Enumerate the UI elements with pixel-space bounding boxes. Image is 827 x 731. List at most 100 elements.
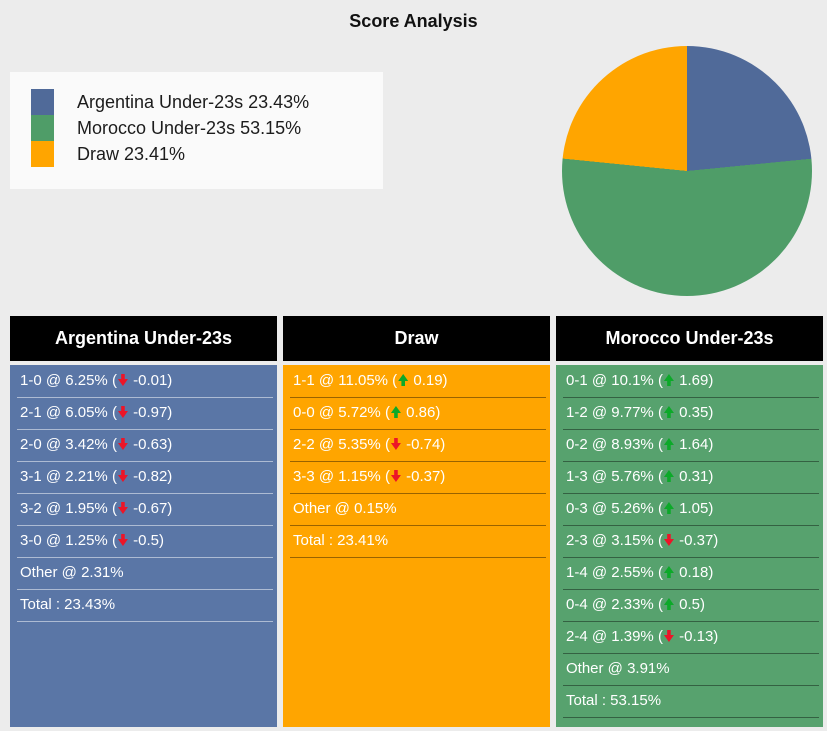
table-header-argentina: Argentina Under-23s: [10, 316, 277, 361]
legend-label: Draw 23.41%: [77, 144, 186, 164]
trend-up-icon: [663, 470, 674, 482]
score-row: Other @ 3.91%: [563, 654, 819, 686]
score-table-argentina: Argentina Under-23s 1-0 @ 6.25% ( -0.01) 2…: [10, 316, 277, 727]
trend-down-icon: [663, 534, 674, 546]
score-row-label: 3-2 @ 1.95%: [20, 500, 108, 517]
chart-title: Score Analysis: [349, 11, 478, 31]
score-row-label: Other @ 2.31%: [20, 564, 124, 581]
score-row: 2-2 @ 5.35% ( -0.74): [290, 430, 546, 462]
score-row-label: 1-1 @ 11.05%: [293, 372, 389, 389]
table-body-argentina: 1-0 @ 6.25% ( -0.01) 2-1 @ 6.05% ( -0.97)…: [10, 365, 277, 727]
score-row-label: 0-3 @ 5.26%: [566, 500, 654, 517]
score-row: 1-0 @ 6.25% ( -0.01): [17, 366, 273, 398]
trend-down-icon: [117, 374, 128, 386]
trend-delta: 1.05): [674, 500, 714, 517]
trend-up-icon: [663, 438, 674, 450]
trend-delta: -0.67): [128, 500, 173, 517]
score-row: 0-0 @ 5.72% ( 0.86): [290, 398, 546, 430]
trend-delta: 0.18): [674, 564, 714, 581]
score-row-label: 1-2 @ 9.77%: [566, 404, 654, 421]
trend-delta: 0.86): [401, 404, 441, 421]
legend-swatch-icon: [31, 141, 54, 167]
score-table-draw: Draw 1-1 @ 11.05% ( 0.19) 0-0 @ 5.72% ( 0.…: [283, 316, 550, 727]
trend-down-icon: [117, 438, 128, 450]
trend-delta: 1.69): [674, 372, 714, 389]
trend-delta: -0.13): [674, 628, 719, 645]
score-row-label: 2-2 @ 5.35%: [293, 436, 381, 453]
trend-up-icon: [390, 406, 401, 418]
trend-delta: -0.5): [128, 532, 164, 549]
score-row: 0-4 @ 2.33% ( 0.5): [563, 590, 819, 622]
table-header-morocco: Morocco Under-23s: [556, 316, 823, 361]
trend-down-icon: [117, 406, 128, 418]
score-row: 2-3 @ 3.15% ( -0.37): [563, 526, 819, 558]
score-row: 1-3 @ 5.76% ( 0.31): [563, 462, 819, 494]
score-row: 2-0 @ 3.42% ( -0.63): [17, 430, 273, 462]
score-row-label: Other @ 3.91%: [566, 660, 670, 677]
trend-delta: -0.37): [401, 468, 446, 485]
trend-delta: 0.35): [674, 404, 714, 421]
trend-delta: -0.82): [128, 468, 173, 485]
score-row: Total : 23.41%: [290, 526, 546, 558]
score-row: 3-1 @ 2.21% ( -0.82): [17, 462, 273, 494]
score-row: 0-3 @ 5.26% ( 1.05): [563, 494, 819, 526]
trend-down-icon: [663, 630, 674, 642]
table-body-draw: 1-1 @ 11.05% ( 0.19) 0-0 @ 5.72% ( 0.86) 2…: [283, 365, 550, 727]
score-row-label: 2-0 @ 3.42%: [20, 436, 108, 453]
score-row: 2-4 @ 1.39% ( -0.13): [563, 622, 819, 654]
score-row: 0-1 @ 10.1% ( 1.69): [563, 366, 819, 398]
trend-down-icon: [117, 502, 128, 514]
score-row: Other @ 0.15%: [290, 494, 546, 526]
trend-delta: 0.19): [409, 372, 448, 389]
trend-up-icon: [663, 406, 674, 418]
trend-up-icon: [663, 598, 674, 610]
legend-swatch-icon: [31, 89, 54, 115]
legend-item: Morocco Under-23s 53.15%: [31, 115, 383, 141]
score-row-label: Total : 53.15%: [566, 692, 662, 709]
pie-legend: Argentina Under-23s 23.43% Morocco Under-…: [10, 72, 383, 189]
score-row: Total : 53.15%: [563, 686, 819, 718]
score-row-label: 1-0 @ 6.25%: [20, 372, 108, 389]
score-row-label: 2-1 @ 6.05%: [20, 404, 108, 421]
score-pie-chart: [562, 46, 812, 296]
trend-up-icon: [663, 502, 674, 514]
trend-up-icon: [663, 566, 674, 578]
trend-up-icon: [398, 374, 409, 386]
score-row-label: Total : 23.43%: [20, 596, 116, 613]
score-row-label: 3-1 @ 2.21%: [20, 468, 108, 485]
trend-delta: -0.37): [674, 532, 719, 549]
score-row-label: 0-1 @ 10.1%: [566, 372, 654, 389]
score-row: 3-2 @ 1.95% ( -0.67): [17, 494, 273, 526]
legend-label: Argentina Under-23s 23.43%: [77, 92, 310, 112]
score-row-label: Total : 23.41%: [293, 532, 389, 549]
legend-item: Argentina Under-23s 23.43%: [31, 89, 383, 115]
score-row: 1-2 @ 9.77% ( 0.35): [563, 398, 819, 430]
score-row: 3-3 @ 1.15% ( -0.37): [290, 462, 546, 494]
score-row-label: 2-4 @ 1.39%: [566, 628, 654, 645]
legend-items: Argentina Under-23s 23.43% Morocco Under-…: [31, 89, 383, 167]
legend-swatch-icon: [31, 115, 54, 141]
score-table-morocco: Morocco Under-23s 0-1 @ 10.1% ( 1.69) 1-2 …: [556, 316, 823, 727]
score-row: 0-2 @ 8.93% ( 1.64): [563, 430, 819, 462]
trend-delta: -0.74): [401, 436, 446, 453]
trend-delta: 1.64): [674, 436, 714, 453]
trend-down-icon: [117, 470, 128, 482]
score-row-label: Other @ 0.15%: [293, 500, 397, 517]
table-body-morocco: 0-1 @ 10.1% ( 1.69) 1-2 @ 9.77% ( 0.35) 0-…: [556, 365, 823, 727]
score-row-label: 1-3 @ 5.76%: [566, 468, 654, 485]
score-row-label: 0-4 @ 2.33%: [566, 596, 654, 613]
score-row: Total : 23.43%: [17, 590, 273, 622]
score-row: 3-0 @ 1.25% ( -0.5): [17, 526, 273, 558]
trend-delta: 0.5): [674, 596, 705, 613]
score-row-label: 0-2 @ 8.93%: [566, 436, 654, 453]
score-row-label: 2-3 @ 3.15%: [566, 532, 654, 549]
trend-down-icon: [117, 534, 128, 546]
score-row-label: 3-0 @ 1.25%: [20, 532, 108, 549]
trend-delta: -0.01): [128, 372, 173, 389]
trend-delta: -0.97): [128, 404, 173, 421]
trend-delta: 0.31): [674, 468, 714, 485]
trend-down-icon: [390, 438, 401, 450]
score-row: 1-4 @ 2.55% ( 0.18): [563, 558, 819, 590]
table-header-draw: Draw: [283, 316, 550, 361]
